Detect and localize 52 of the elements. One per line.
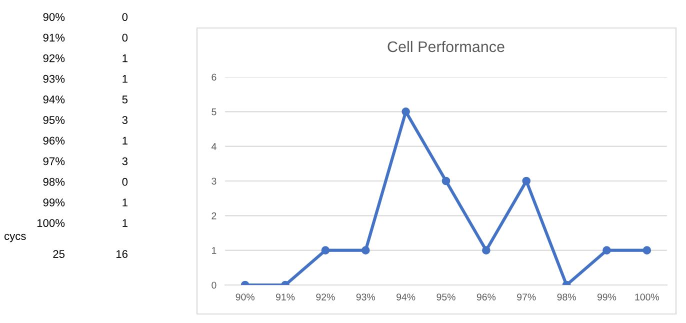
text: 1 — [122, 75, 128, 83]
text: 93% — [43, 74, 65, 83]
y-tick-label: 1 — [212, 247, 216, 254]
x-tick-label: 93% — [356, 294, 376, 300]
x-tick-label: 94% — [396, 294, 416, 300]
y-tick-label: 6 — [212, 74, 216, 81]
text: 0 — [122, 13, 128, 21]
text: 90% — [43, 13, 65, 21]
text: 99% — [43, 198, 65, 206]
text: 25 — [53, 250, 65, 258]
text: 1 — [122, 198, 128, 206]
text: 97% — [43, 157, 65, 166]
point — [602, 246, 611, 254]
point — [442, 176, 450, 186]
x-tick-label: 97% — [517, 294, 536, 300]
text: 3 — [122, 116, 128, 124]
y-tick-label: 0 — [212, 282, 216, 289]
x-tick-label: 100% — [635, 294, 659, 300]
point — [361, 246, 370, 254]
text: 92% — [43, 54, 65, 62]
text: 5 — [122, 96, 128, 104]
text: 16 — [116, 250, 128, 258]
y-tick-label: 2 — [212, 212, 216, 220]
text: 100% — [37, 219, 65, 227]
text: 0 — [122, 34, 128, 42]
y-tick-label: 3 — [212, 178, 216, 185]
x-tick-label: 91% — [276, 294, 295, 300]
point — [321, 246, 330, 254]
text: 1 — [122, 136, 128, 144]
text: 94% — [43, 96, 65, 104]
point — [482, 246, 490, 254]
y-tick-label: 4 — [211, 143, 216, 150]
text: 0 — [122, 178, 128, 186]
x-tick-label: 95% — [436, 294, 456, 300]
text: cycs — [4, 234, 26, 242]
point — [402, 108, 410, 116]
x-tick-label: 90% — [236, 294, 254, 300]
text: 91% — [43, 34, 65, 42]
x-tick-label: 99% — [597, 294, 616, 300]
point — [642, 246, 652, 254]
text: 1 — [122, 54, 128, 62]
x-tick-label: 96% — [476, 294, 496, 300]
y-tick-label: 5 — [212, 108, 216, 116]
text: 95% — [43, 116, 65, 124]
chart-title: Cell Performance — [388, 40, 504, 52]
text: 98% — [43, 178, 65, 186]
x-tick-label: 92% — [316, 294, 335, 300]
text: 1 — [122, 219, 128, 227]
text: 3 — [122, 157, 128, 166]
point — [522, 176, 531, 186]
x-tick-label: 98% — [557, 294, 576, 300]
text: 96% — [43, 136, 65, 145]
